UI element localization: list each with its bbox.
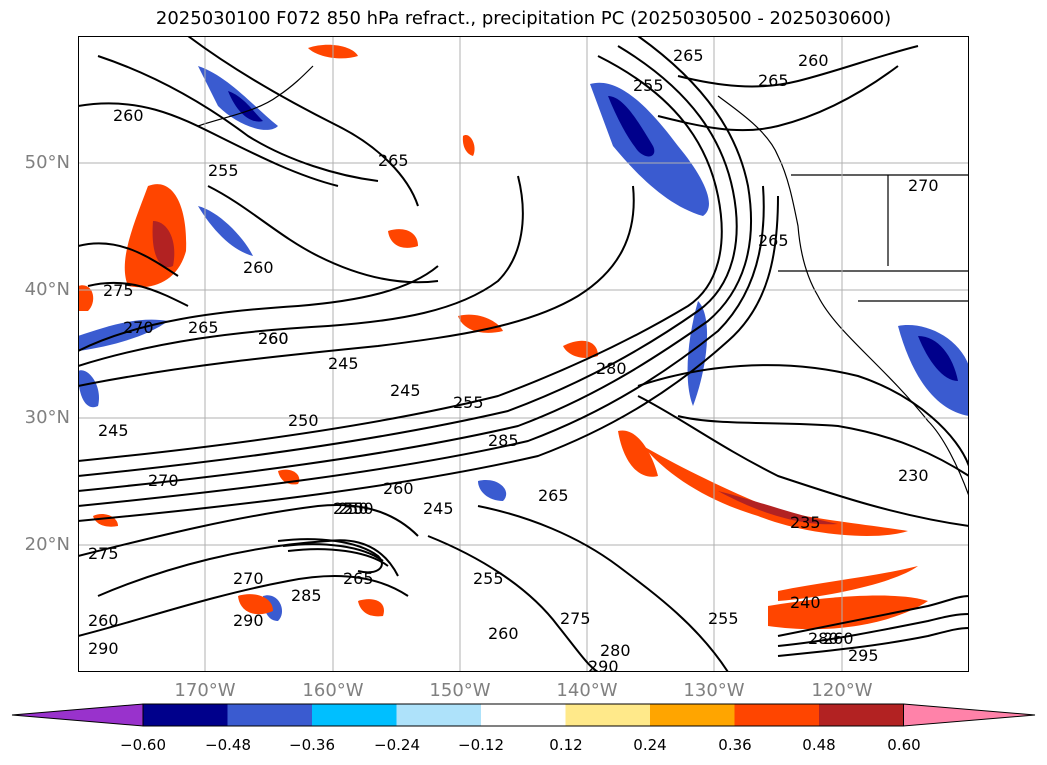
lat-label: 50°N [24,152,70,173]
coastline [197,65,969,497]
contour-label: 260 [488,624,519,643]
refractivity-contours [78,36,969,672]
colorbar-tick: −0.24 [374,736,420,754]
colorbar-swatch [143,704,228,726]
contour-label: 260 [258,329,289,348]
lon-label: 130°W [683,680,745,701]
contour-label: 260 [258,329,289,348]
lon-label: 150°W [429,680,491,701]
contour-label: 230 [898,466,929,485]
contour-label: 260 [113,106,144,125]
colorbar-tick: 0.60 [887,736,921,754]
contour-label: 250 [333,499,364,518]
contour-label: 255 [473,569,504,588]
contour-label: 260 [383,479,414,498]
colorbar-tick: −0.60 [120,736,166,754]
lon-label: 170°W [174,680,236,701]
contour-label: 245 [328,354,359,373]
contour-label: 245 [98,421,129,440]
contour-label: 290 [588,657,619,672]
lon-label: 140°W [556,680,618,701]
colorbar [11,703,1036,727]
contour-label: 235 [790,513,821,532]
contour-label: 265 [538,486,569,505]
map-panel: 260 255 265 265 260 265 260 265 255 260 … [78,36,969,672]
contour-label: 260 [243,258,274,277]
contour-label: 250 [338,499,369,518]
contour-label: 290 [233,611,264,630]
colorbar-swatch [227,704,312,726]
colorbar-tick: 0.36 [718,736,752,754]
colorbar-swatch [734,704,819,726]
contour-label: 265 [343,569,374,588]
colorbar-swatch [650,704,735,726]
lon-label: 160°W [302,680,364,701]
map-title: 2025030100 F072 850 hPa refract., precip… [155,8,892,29]
colorbar-swatch [396,704,481,726]
contour-label: 255 [453,393,484,412]
contour-label: 280 [600,641,631,660]
lon-label: 120°W [811,680,873,701]
colorbar-tick: −0.36 [289,736,335,754]
colorbar-swatch [312,704,397,726]
colorbar-swatch [481,704,566,726]
colorbar-tick: 0.48 [802,736,836,754]
colorbar-swatch [819,704,904,726]
contour-label: 265 [188,318,219,337]
colorbar-swatch [565,704,650,726]
contour-label: 290 [88,639,119,658]
colorbar-tick: −0.48 [205,736,251,754]
colorbar-tick: 0.12 [549,736,583,754]
contour-label: 245 [390,381,421,400]
contour-label: 255 [633,76,664,95]
contour-label: 285 [291,586,322,605]
contour-label: 250 [343,499,374,518]
contour-label: 265 [378,151,409,170]
contour-label: 265 [758,231,789,250]
contour-label: 280 [596,359,627,378]
contour-label: 285 [488,431,519,450]
lat-label: 30°N [24,407,70,428]
precip-negative-areas [78,66,969,621]
contour-label: 265 [758,71,789,90]
contour-label: 270 [123,318,154,337]
colorbar-tick: −0.12 [458,736,504,754]
contour-label: 275 [88,544,119,563]
contour-label: 265 [673,46,704,65]
lat-label: 40°N [24,279,70,300]
colorbar-extend-right [903,703,1036,727]
lat-lon-grid [78,36,969,672]
colorbar-frame [142,703,904,727]
contour-label: 260 [798,51,829,70]
contour-label: 245 [423,499,454,518]
lat-label: 20°N [24,534,70,555]
colorbar-swatches [11,703,1036,727]
contour-label: 270 [148,471,179,490]
contour-label: 240 [790,593,821,612]
contour-label: 270 [908,176,939,195]
map-canvas: 260 255 265 265 260 265 260 265 255 260 … [78,36,969,672]
colorbar-tick: 0.24 [633,736,667,754]
contour-label: 295 [848,646,879,665]
contour-labels: 260 255 265 265 260 265 260 265 255 260 … [88,46,939,672]
contour-label: 280 [808,629,839,648]
contour-label: 250 [288,411,319,430]
contour-label: 260 [88,611,119,630]
contour-label: 275 [103,281,134,300]
contour-label: 260 [823,629,854,648]
contour-label: 275 [560,609,591,628]
contour-label: 255 [708,609,739,628]
colorbar-extend-left [11,703,144,727]
contour-label: 270 [233,569,264,588]
contour-label: 255 [208,161,239,180]
